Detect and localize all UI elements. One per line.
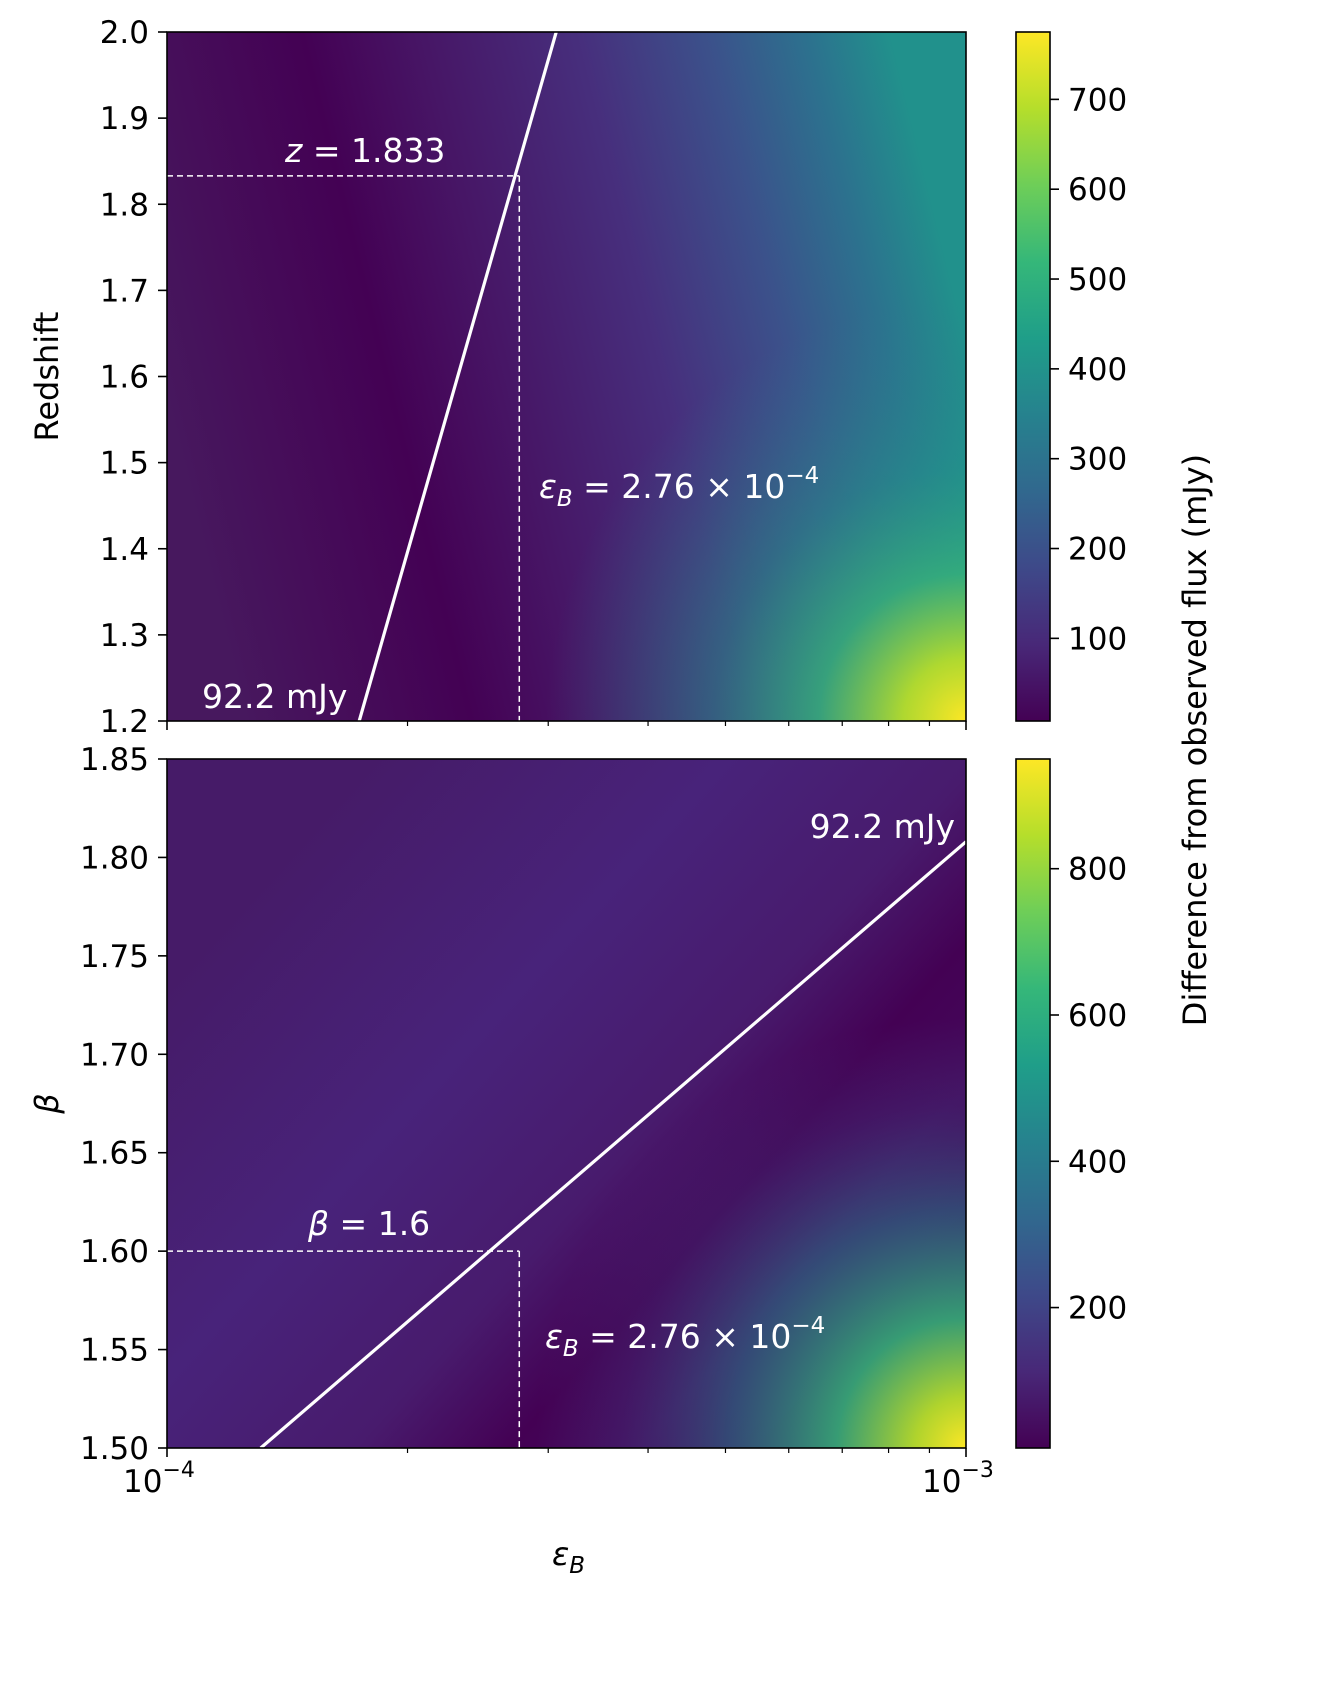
colorbar-tick-label: 800 [1068, 852, 1127, 888]
colorbar-gradient [1016, 32, 1050, 721]
x-tick-exponent: −4 [163, 1458, 195, 1483]
colorbar-tick-label: 200 [1068, 1291, 1127, 1327]
contour-line [357, 31, 558, 722]
marker-x-exponent: −4 [791, 1313, 825, 1339]
x-axis-subscript: B [569, 1553, 585, 1579]
marker-x-subscript: B [557, 486, 573, 512]
colorbar-tick-label: 300 [1068, 442, 1127, 478]
beta-panel: 92.2 mJy β = 1.6 εB = 2.76 × 10−4 1.501.… [28, 742, 1127, 1500]
marker-x-symbol: ε [539, 467, 557, 506]
y-tick-label: 1.3 [100, 618, 149, 654]
marker-y-annotation: β = 1.6 [307, 1204, 430, 1243]
marker-x-subscript: B [563, 1336, 579, 1362]
contour-line [259, 840, 968, 1450]
colorbar-tick-label: 200 [1068, 532, 1127, 568]
x-tick-base: 10 [123, 1464, 162, 1500]
y-axis-label: Redshift [28, 312, 66, 442]
x-axis-ticks-bottom-panel: 10−4 10−3 [123, 1448, 994, 1500]
marker-y-symbol: z [284, 131, 303, 170]
y-tick-label: 1.9 [100, 101, 149, 137]
colorbar-tick-label: 600 [1068, 172, 1127, 208]
marker-x-exponent: −4 [785, 463, 819, 489]
colorbar-tick-label: 400 [1068, 352, 1127, 388]
marker-y-value: = 1.833 [302, 131, 445, 170]
colorbar-gradient [1016, 759, 1050, 1448]
x-tick-label: 10−4 [123, 1458, 195, 1500]
redshift-panel: 92.2 mJy z = 1.833 εB = 2.76 × 10−4 1.21… [28, 15, 1127, 740]
y-tick-label: 1.75 [80, 939, 149, 975]
colorbar-frame [1015, 31, 1051, 722]
y-tick-label: 2.0 [100, 15, 149, 51]
colorbar-bottom: 200 400 600 800 [1015, 758, 1127, 1449]
marker-y-value: = 1.6 [329, 1204, 430, 1243]
plot-frame [166, 758, 967, 1449]
marker-y-symbol: β [307, 1204, 329, 1243]
marker-y-annotation: z = 1.833 [284, 131, 445, 170]
x-axis-symbol: ε [552, 1535, 569, 1573]
colorbar-frame [1015, 758, 1051, 1449]
y-tick-label: 1.6 [100, 360, 149, 396]
marker-x-value: = 2.76 × 10 [579, 1317, 792, 1356]
marker-x-annotation: εB = 2.76 × 10−4 [545, 1313, 825, 1362]
y-tick-label: 1.7 [100, 273, 149, 309]
x-tick-exponent: −3 [962, 1458, 994, 1483]
heatmap-beta [167, 759, 966, 1448]
x-axis-label: εB [552, 1535, 585, 1579]
y-axis-label: β [28, 1093, 66, 1114]
marker-x-annotation: εB = 2.76 × 10−4 [539, 463, 819, 512]
colorbar-tick-label: 500 [1068, 262, 1127, 298]
colorbar-label: Difference from observed flux (mJy) [1176, 454, 1214, 1026]
colorbar-top: 100 200 300 400 500 600 700 [1015, 31, 1127, 722]
colorbar-tick-label: 700 [1068, 82, 1127, 118]
y-tick-label: 1.50 [80, 1431, 149, 1467]
y-tick-label: 1.2 [100, 704, 149, 740]
marker-x-value: = 2.76 × 10 [573, 467, 786, 506]
y-tick-label: 1.65 [80, 1136, 149, 1172]
colorbar-tick-label: 100 [1068, 621, 1127, 657]
x-tick-base: 10 [922, 1464, 961, 1500]
contour-label: 92.2 mJy [810, 807, 955, 846]
x-tick-label: 10−3 [922, 1458, 994, 1500]
y-tick-label: 1.80 [80, 840, 149, 876]
marker-x-symbol: ε [545, 1317, 563, 1356]
y-tick-label: 1.5 [100, 446, 149, 482]
x-axis-ticks-top-panel [166, 721, 967, 730]
y-axis-redshift: 1.2 1.3 1.4 1.5 1.6 1.7 1.8 1.9 2.0 [100, 15, 167, 740]
y-tick-label: 1.85 [80, 742, 149, 778]
y-tick-label: 1.8 [100, 187, 149, 223]
contour-label: 92.2 mJy [202, 677, 347, 716]
y-tick-label: 1.70 [80, 1037, 149, 1073]
colorbar-tick-label: 600 [1068, 998, 1127, 1034]
y-axis-beta: 1.50 1.55 1.60 1.65 1.70 1.75 1.80 1.85 [80, 742, 167, 1467]
y-tick-label: 1.55 [80, 1333, 149, 1369]
colorbar-tick-label: 400 [1068, 1144, 1127, 1180]
heatmap-redshift [167, 32, 966, 721]
y-tick-label: 1.4 [100, 532, 149, 568]
y-tick-label: 1.60 [80, 1234, 149, 1270]
